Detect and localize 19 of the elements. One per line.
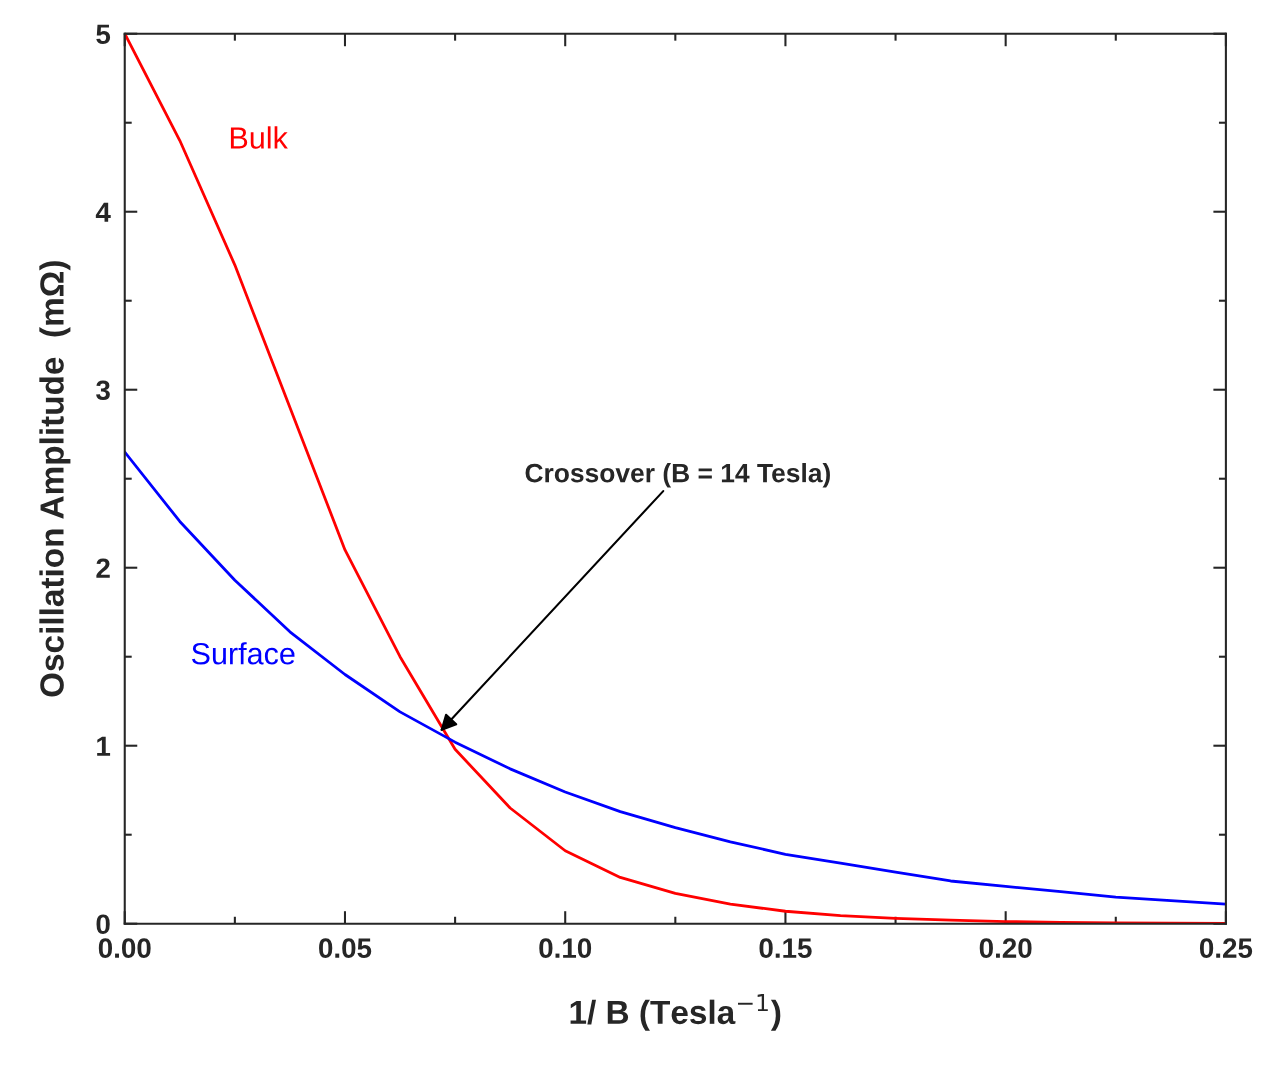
y-tick-label: 2 xyxy=(96,558,110,578)
y-tick-label: 3 xyxy=(96,380,110,401)
series-label: Surface xyxy=(191,642,295,665)
line-series xyxy=(124,33,1226,924)
x-tick-label: 0.05 xyxy=(319,938,372,958)
y-tick-label: 0 xyxy=(96,914,110,935)
y-tick-label: 5 xyxy=(96,24,111,45)
series-label: Bulk xyxy=(230,126,288,149)
x-tick-label: 0.15 xyxy=(759,938,812,958)
x-axis-title: 1/ B (Tesla$^{−1}$) xyxy=(570,994,781,1031)
x-tick-label: 0.20 xyxy=(979,938,1032,958)
x-tick-label: 0.25 xyxy=(1199,938,1253,958)
x-tick-label: 0.10 xyxy=(539,938,592,958)
x-tick-label: 0.00 xyxy=(98,938,151,958)
y-axis-title: Oscillation Amplitude (mΩ) xyxy=(39,261,71,697)
y-tick-label: 4 xyxy=(95,202,111,222)
annotation: Crossover (B = 14 Tesla) xyxy=(525,463,830,488)
y-tick-label: 1 xyxy=(97,736,111,756)
line-series xyxy=(124,450,1226,906)
